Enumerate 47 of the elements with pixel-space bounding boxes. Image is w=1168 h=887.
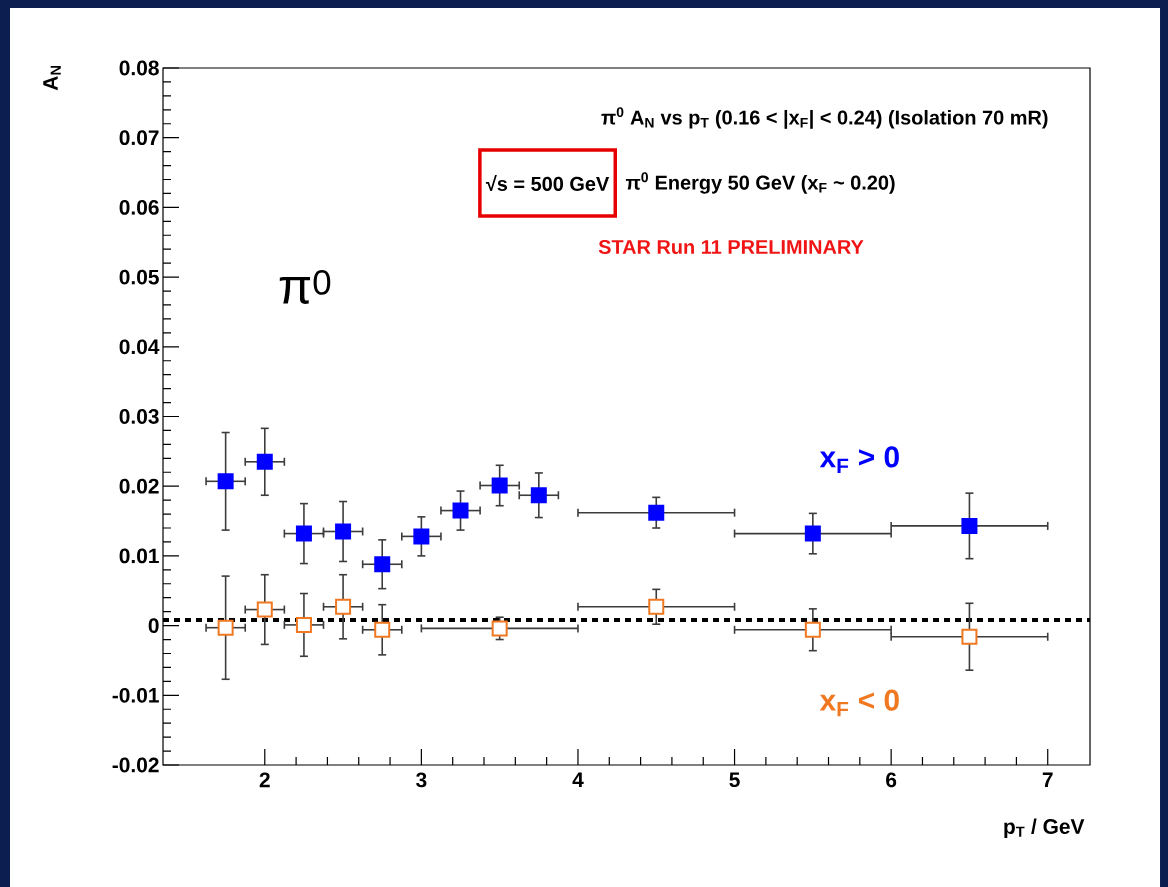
annotation: π$^{0}$ <box>279 270 331 304</box>
y-tick-label: -0.01 <box>112 687 159 703</box>
point <box>374 556 391 573</box>
point <box>491 477 508 494</box>
point <box>217 619 234 636</box>
y-tick-label: 0.07 <box>119 130 159 146</box>
x-tick-label: 4 <box>572 772 584 787</box>
annotation: √s = 500 GeV <box>485 174 610 191</box>
y-tick-label: 0.03 <box>119 409 159 424</box>
point <box>648 504 665 521</box>
x-tick-label: 6 <box>886 772 897 788</box>
series-label: x$_{F}$ > 0 <box>819 446 899 474</box>
point <box>374 621 391 638</box>
point <box>804 525 821 542</box>
point <box>256 453 273 470</box>
point <box>530 487 547 504</box>
y-tick-label: 0.04 <box>119 339 160 355</box>
x-tick-label: 5 <box>729 772 740 788</box>
point <box>295 525 312 542</box>
y-tick-label: 0 <box>148 618 159 633</box>
y-tick-label: 0.01 <box>119 548 159 564</box>
x-tick-label: 3 <box>416 772 427 788</box>
x-tick-label: 7 <box>1042 772 1053 787</box>
point <box>452 502 469 519</box>
y-tick-label: 0.06 <box>119 199 159 215</box>
series-label: x$_{F}$ < 0 <box>819 689 899 717</box>
y-axis-title: A$_{N}$ <box>43 65 61 91</box>
point <box>413 528 430 545</box>
y-tick-label: 0.05 <box>119 269 159 285</box>
point <box>295 616 312 633</box>
y-tick-label: -0.02 <box>112 757 159 773</box>
text: π$^{0}$ A$_{N}$ vs p$_{T}$ (0.16 < |x$_{F}$| < 0.24) (Isolation 70 mR) <box>601 107 1048 129</box>
x-axis-title: p$_{T}$ / GeV <box>1004 818 1085 839</box>
annotation: STAR Run 11 PRELIMINARY <box>598 239 864 255</box>
y-tick-label: 0.08 <box>119 60 159 76</box>
y-tick-label: 0.02 <box>119 478 159 494</box>
point <box>961 517 978 534</box>
point <box>335 523 352 540</box>
point <box>256 601 273 618</box>
annotation: π$^{0}$ Energy 50 GeV (x$_{F}$ ~ 0.20) <box>625 172 895 194</box>
point <box>491 620 508 637</box>
point <box>648 598 665 615</box>
point <box>961 628 978 645</box>
point <box>335 598 352 615</box>
point <box>217 473 234 490</box>
point <box>804 621 821 638</box>
x-tick-label: 2 <box>259 772 270 788</box>
